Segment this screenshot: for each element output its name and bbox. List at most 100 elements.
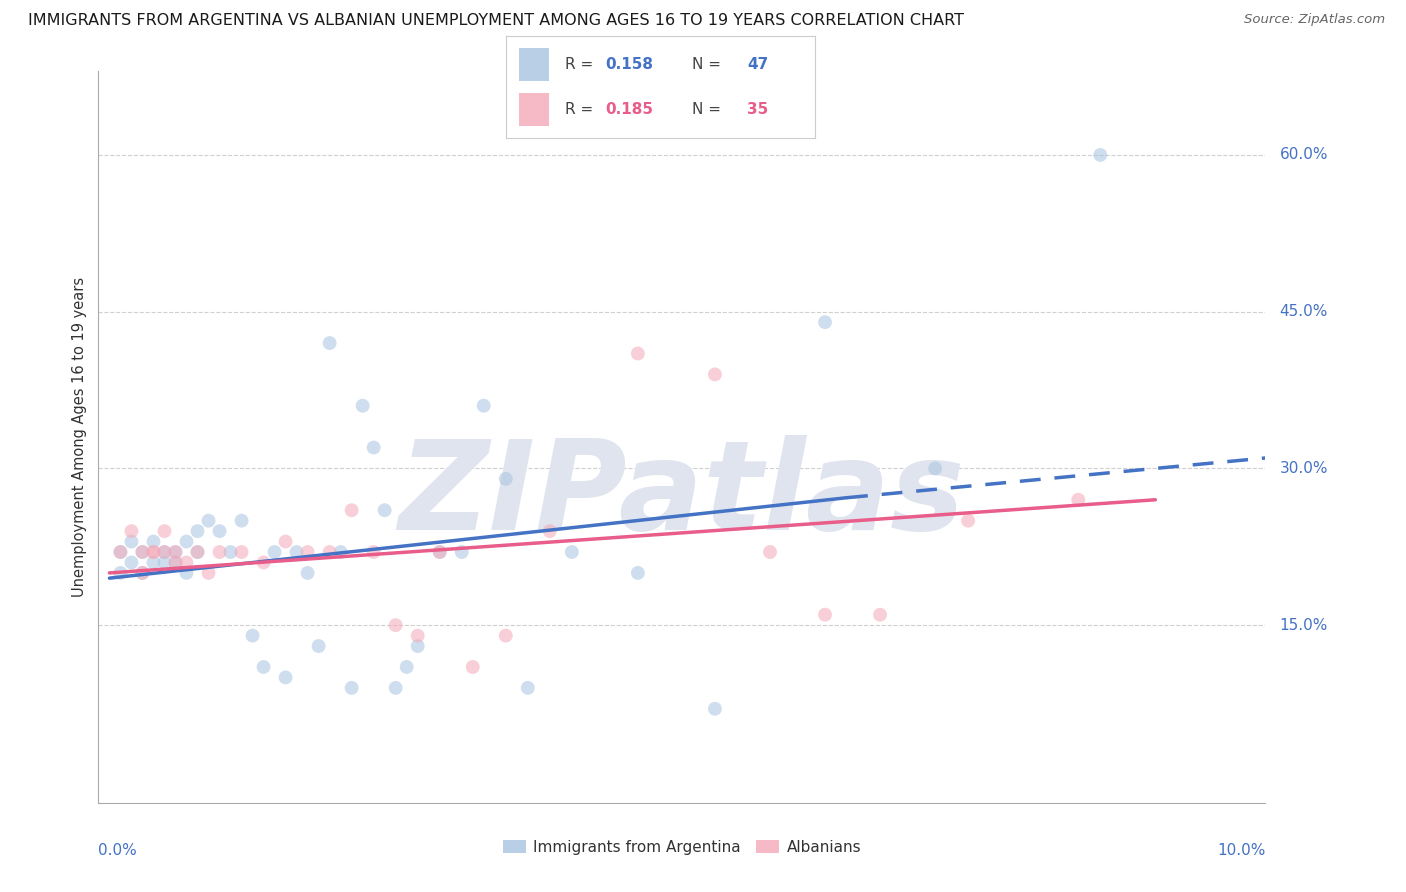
Point	[197, 514, 219, 528]
Point	[176, 534, 198, 549]
Point	[814, 315, 837, 329]
Text: N =: N =	[692, 57, 725, 72]
Point	[869, 607, 891, 622]
Text: 47: 47	[748, 57, 769, 72]
Point	[759, 545, 782, 559]
Point	[363, 441, 385, 455]
Point	[120, 556, 142, 570]
Point	[627, 346, 650, 360]
Point	[231, 514, 253, 528]
Point	[219, 545, 242, 559]
Point	[384, 618, 406, 632]
Point	[186, 545, 208, 559]
Point	[120, 524, 142, 538]
Point	[208, 524, 231, 538]
Point	[538, 524, 561, 538]
Point	[176, 566, 198, 580]
Point	[274, 670, 297, 684]
Point	[153, 545, 176, 559]
Point	[374, 503, 396, 517]
Point	[252, 660, 274, 674]
Point	[110, 545, 132, 559]
Text: R =: R =	[565, 102, 598, 117]
Text: Source: ZipAtlas.com: Source: ZipAtlas.com	[1244, 13, 1385, 27]
Point	[1067, 492, 1090, 507]
Point	[176, 556, 198, 570]
Bar	[519, 48, 550, 81]
Y-axis label: Unemployment Among Ages 16 to 19 years: Unemployment Among Ages 16 to 19 years	[72, 277, 87, 597]
Text: 10.0%: 10.0%	[1218, 843, 1265, 858]
Point	[461, 660, 484, 674]
Point	[131, 566, 153, 580]
Bar	[519, 93, 550, 126]
Point	[352, 399, 374, 413]
Point	[1090, 148, 1112, 162]
Point	[384, 681, 406, 695]
Point	[165, 545, 187, 559]
Point	[318, 545, 340, 559]
Point	[131, 566, 153, 580]
Point	[814, 607, 837, 622]
Point	[186, 545, 208, 559]
Text: 60.0%: 60.0%	[1279, 147, 1327, 162]
Point	[516, 681, 538, 695]
Point	[297, 545, 319, 559]
Text: 15.0%: 15.0%	[1279, 617, 1327, 632]
Point	[208, 545, 231, 559]
Point	[406, 629, 429, 643]
Point	[110, 566, 132, 580]
Point	[340, 503, 363, 517]
Point	[561, 545, 583, 559]
Text: 30.0%: 30.0%	[1279, 461, 1327, 476]
Point	[395, 660, 418, 674]
Point	[153, 545, 176, 559]
Point	[142, 545, 165, 559]
Point	[231, 545, 253, 559]
Point	[252, 556, 274, 570]
Point	[329, 545, 352, 559]
Text: R =: R =	[565, 57, 598, 72]
Text: IMMIGRANTS FROM ARGENTINA VS ALBANIAN UNEMPLOYMENT AMONG AGES 16 TO 19 YEARS COR: IMMIGRANTS FROM ARGENTINA VS ALBANIAN UN…	[28, 13, 965, 29]
Point	[142, 534, 165, 549]
Point	[142, 556, 165, 570]
Point	[131, 545, 153, 559]
Point	[703, 702, 725, 716]
Point	[340, 681, 363, 695]
Point	[450, 545, 472, 559]
Point	[429, 545, 451, 559]
Point	[165, 545, 187, 559]
Point	[924, 461, 946, 475]
Point	[142, 545, 165, 559]
Point	[627, 566, 650, 580]
Text: 0.185: 0.185	[605, 102, 654, 117]
Text: 0.0%: 0.0%	[98, 843, 138, 858]
Point	[495, 629, 517, 643]
Point	[263, 545, 285, 559]
Point	[308, 639, 330, 653]
Point	[406, 639, 429, 653]
Text: 0.158: 0.158	[605, 57, 654, 72]
Point	[429, 545, 451, 559]
Text: 45.0%: 45.0%	[1279, 304, 1327, 319]
Point	[242, 629, 264, 643]
Point	[318, 336, 340, 351]
Point	[495, 472, 517, 486]
Text: N =: N =	[692, 102, 725, 117]
Point	[165, 556, 187, 570]
Point	[153, 556, 176, 570]
Legend: Immigrants from Argentina, Albanians: Immigrants from Argentina, Albanians	[496, 834, 868, 861]
Point	[120, 534, 142, 549]
Point	[197, 566, 219, 580]
Point	[703, 368, 725, 382]
Point	[363, 545, 385, 559]
Point	[274, 534, 297, 549]
Point	[186, 524, 208, 538]
Text: 35: 35	[748, 102, 769, 117]
Point	[153, 524, 176, 538]
Point	[472, 399, 495, 413]
Point	[285, 545, 308, 559]
Point	[131, 545, 153, 559]
Point	[110, 545, 132, 559]
Text: ZIPatlas: ZIPatlas	[399, 435, 965, 556]
Point	[297, 566, 319, 580]
